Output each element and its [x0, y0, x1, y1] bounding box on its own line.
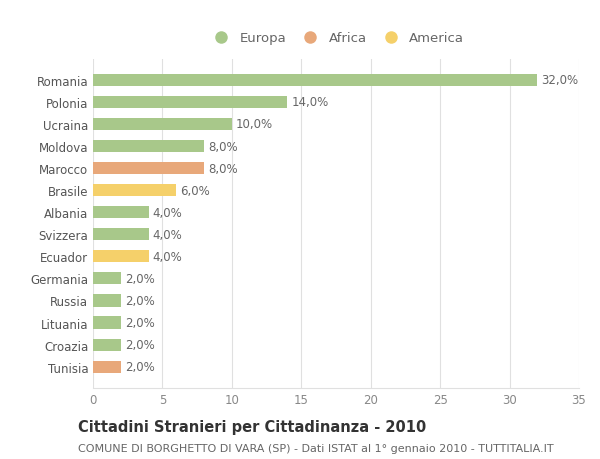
Bar — [93, 295, 121, 307]
Text: 4,0%: 4,0% — [153, 206, 182, 219]
Text: 2,0%: 2,0% — [125, 338, 155, 351]
Bar — [93, 339, 121, 351]
Bar — [93, 251, 149, 263]
Text: 4,0%: 4,0% — [153, 250, 182, 263]
Bar — [93, 185, 176, 197]
Text: 8,0%: 8,0% — [208, 162, 238, 175]
Legend: Europa, Africa, America: Europa, Africa, America — [203, 27, 469, 50]
Text: Cittadini Stranieri per Cittadinanza - 2010: Cittadini Stranieri per Cittadinanza - 2… — [78, 419, 426, 434]
Text: 2,0%: 2,0% — [125, 360, 155, 373]
Bar — [93, 74, 538, 87]
Bar — [93, 317, 121, 329]
Bar — [93, 273, 121, 285]
Text: COMUNE DI BORGHETTO DI VARA (SP) - Dati ISTAT al 1° gennaio 2010 - TUTTITALIA.IT: COMUNE DI BORGHETTO DI VARA (SP) - Dati … — [78, 443, 554, 453]
Text: 14,0%: 14,0% — [292, 96, 329, 109]
Text: 4,0%: 4,0% — [153, 228, 182, 241]
Text: 2,0%: 2,0% — [125, 272, 155, 285]
Bar — [93, 140, 204, 153]
Text: 8,0%: 8,0% — [208, 140, 238, 153]
Text: 2,0%: 2,0% — [125, 294, 155, 308]
Bar — [93, 118, 232, 131]
Bar — [93, 96, 287, 109]
Bar — [93, 229, 149, 241]
Text: 32,0%: 32,0% — [542, 74, 578, 87]
Bar — [93, 207, 149, 219]
Text: 2,0%: 2,0% — [125, 316, 155, 329]
Text: 6,0%: 6,0% — [181, 184, 210, 197]
Bar — [93, 361, 121, 373]
Text: 10,0%: 10,0% — [236, 118, 273, 131]
Bar — [93, 162, 204, 175]
